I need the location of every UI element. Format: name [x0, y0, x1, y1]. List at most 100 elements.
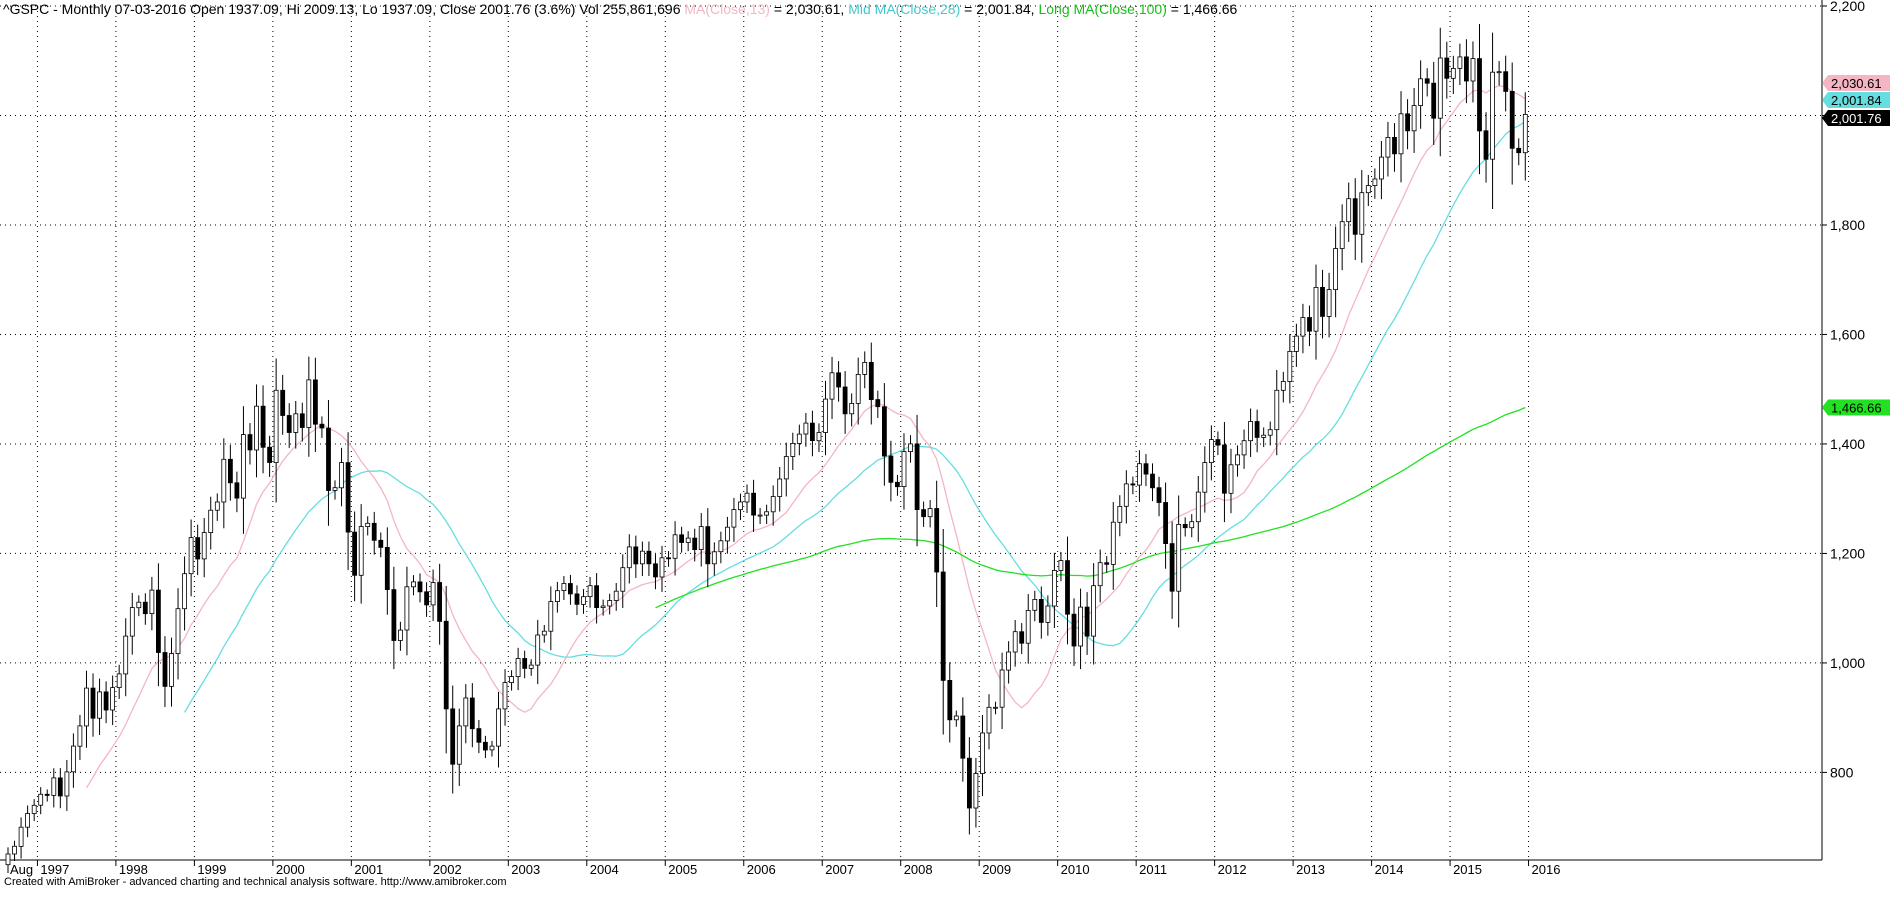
- candle-body: [44, 793, 50, 796]
- candle-body: [1313, 286, 1319, 332]
- candle-body: [1084, 606, 1090, 637]
- candle-body: [908, 443, 913, 452]
- x-tick-label: 2007: [825, 862, 854, 877]
- x-tick-label: 2001: [354, 862, 383, 877]
- x-tick-label: 2013: [1296, 862, 1325, 877]
- chart-header: ^GSPC - Monthly 07-03-2016 Open 1937.09,…: [3, 1, 1237, 17]
- candle-body: [561, 583, 567, 591]
- candle-body: [1235, 454, 1240, 466]
- ma28-line: [184, 121, 1526, 713]
- candle-body: [155, 589, 161, 653]
- candle-body: [555, 590, 560, 603]
- candle-body: [391, 589, 397, 641]
- ma13-value: = 2,030.61,: [769, 1, 845, 17]
- candle-body: [1522, 114, 1528, 154]
- candle-body: [1431, 82, 1437, 119]
- y-tick-label: 1,600: [1830, 326, 1865, 342]
- candle-body: [332, 487, 338, 491]
- candle-body: [600, 605, 606, 609]
- candle-body: [980, 732, 985, 774]
- candle-body: [1202, 462, 1208, 493]
- candle-body: [705, 526, 711, 565]
- candle-body: [129, 607, 135, 637]
- candle-body: [934, 508, 940, 573]
- candle-body: [1450, 68, 1456, 79]
- candle-body: [568, 583, 573, 595]
- candle-body: [993, 706, 998, 709]
- candle-body: [986, 706, 992, 734]
- candle-body: [280, 389, 286, 416]
- candle-body: [260, 405, 266, 448]
- candle-body: [1470, 58, 1476, 82]
- candle-body: [895, 481, 900, 488]
- candle-body: [443, 620, 449, 710]
- candle-body: [1143, 463, 1149, 475]
- x-tick-label: 2016: [1532, 862, 1561, 877]
- candle-body: [293, 413, 299, 433]
- candle-body: [672, 534, 678, 559]
- candle-body: [1012, 631, 1018, 653]
- price-tag-bg: [1822, 75, 1890, 91]
- candle-body: [790, 442, 796, 457]
- candle-body: [515, 658, 521, 678]
- candle-body: [38, 793, 44, 806]
- candle-body: [620, 567, 626, 592]
- candle-body: [1006, 651, 1011, 671]
- candle-body: [1150, 473, 1155, 489]
- candle-body: [221, 458, 227, 503]
- candle-body: [71, 745, 76, 773]
- candle-body: [25, 813, 31, 828]
- candle-body: [358, 526, 364, 576]
- x-tick-label: 2011: [1139, 862, 1167, 877]
- candle-body: [175, 608, 181, 655]
- x-tick-label: 2014: [1375, 862, 1404, 877]
- x-tick-label: 2003: [511, 862, 540, 877]
- candle-body: [751, 492, 756, 516]
- price-tag-bg: [1822, 399, 1890, 416]
- symbol-info: ^GSPC - Monthly 07-03-2016 Open 1937.09,…: [3, 1, 681, 17]
- candle-body: [738, 501, 743, 511]
- candle-body: [437, 582, 443, 622]
- candle-body: [1038, 599, 1044, 623]
- candle-body: [1379, 156, 1384, 180]
- candle-body: [1228, 464, 1234, 494]
- price-tag-label: 2,001.76: [1831, 111, 1882, 126]
- candle-body: [548, 601, 554, 632]
- candle-body: [456, 725, 462, 765]
- candle-body: [921, 509, 926, 518]
- candle-body: [685, 537, 691, 543]
- y-tick-label: 1,200: [1830, 545, 1865, 561]
- candle-body: [234, 482, 240, 499]
- candle-body: [666, 557, 671, 560]
- candle-body: [810, 422, 815, 442]
- candle-body: [326, 427, 331, 491]
- candle-body: [1104, 562, 1110, 565]
- candle-body: [312, 379, 318, 425]
- candle-body: [84, 687, 89, 727]
- candle-body: [169, 653, 174, 687]
- candle-body: [1365, 185, 1371, 194]
- candle-body: [365, 522, 371, 527]
- candle-body: [5, 853, 11, 866]
- candle-body: [489, 745, 495, 751]
- candle-body: [1339, 221, 1345, 249]
- candle-body: [182, 573, 188, 610]
- candle-body: [123, 635, 129, 675]
- candle-body: [469, 697, 475, 730]
- candle-body: [803, 422, 809, 435]
- ma28-label: Mid MA(Close,28): [848, 1, 961, 17]
- price-tag-label: 2,001.84: [1831, 93, 1882, 108]
- candle-body: [1392, 136, 1397, 155]
- candle-body: [51, 777, 57, 796]
- candle-body: [404, 586, 410, 631]
- candle-body: [64, 771, 70, 797]
- ma100-value: = 1,466.66: [1166, 1, 1238, 17]
- candle-body: [1280, 381, 1286, 391]
- candle-body: [201, 532, 207, 560]
- candle-body: [1483, 130, 1489, 160]
- candle-body: [927, 508, 933, 518]
- candle-body: [783, 456, 789, 480]
- candle-body: [1444, 57, 1450, 79]
- x-tick-label: 2000: [276, 862, 305, 877]
